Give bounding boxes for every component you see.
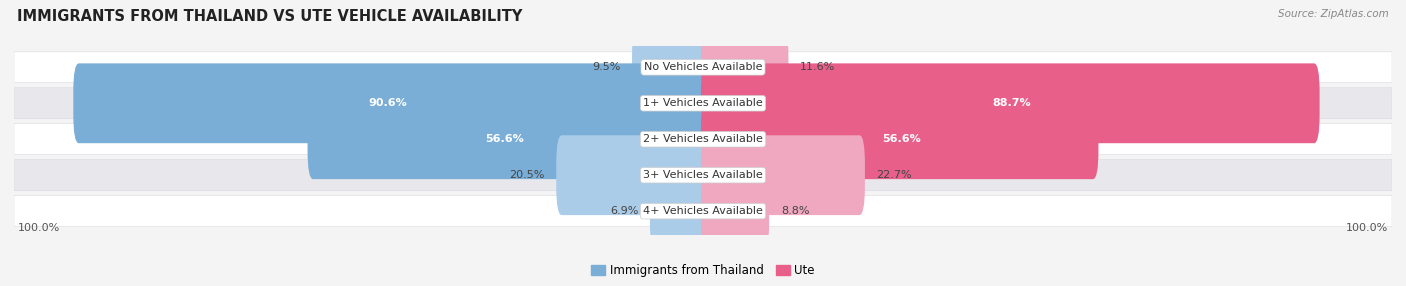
Text: 20.5%: 20.5% [509, 170, 544, 180]
Text: 56.6%: 56.6% [882, 134, 921, 144]
Text: 11.6%: 11.6% [800, 62, 835, 72]
Text: Source: ZipAtlas.com: Source: ZipAtlas.com [1278, 9, 1389, 19]
FancyBboxPatch shape [702, 27, 789, 107]
FancyBboxPatch shape [650, 171, 704, 251]
FancyBboxPatch shape [14, 88, 1392, 119]
Text: 2+ Vehicles Available: 2+ Vehicles Available [643, 134, 763, 144]
Text: 1+ Vehicles Available: 1+ Vehicles Available [643, 98, 763, 108]
FancyBboxPatch shape [14, 124, 1392, 155]
FancyBboxPatch shape [702, 63, 1320, 143]
FancyBboxPatch shape [557, 135, 704, 215]
Text: IMMIGRANTS FROM THAILAND VS UTE VEHICLE AVAILABILITY: IMMIGRANTS FROM THAILAND VS UTE VEHICLE … [17, 9, 522, 23]
Text: 100.0%: 100.0% [17, 223, 59, 233]
FancyBboxPatch shape [14, 196, 1392, 227]
Legend: Immigrants from Thailand, Ute: Immigrants from Thailand, Ute [586, 259, 820, 281]
Text: No Vehicles Available: No Vehicles Available [644, 62, 762, 72]
FancyBboxPatch shape [702, 99, 1098, 179]
FancyBboxPatch shape [73, 63, 704, 143]
Text: 6.9%: 6.9% [610, 206, 638, 216]
Text: 4+ Vehicles Available: 4+ Vehicles Available [643, 206, 763, 216]
Text: 3+ Vehicles Available: 3+ Vehicles Available [643, 170, 763, 180]
Text: 100.0%: 100.0% [1347, 223, 1389, 233]
FancyBboxPatch shape [14, 160, 1392, 191]
Text: 9.5%: 9.5% [592, 62, 620, 72]
FancyBboxPatch shape [633, 27, 704, 107]
FancyBboxPatch shape [14, 52, 1392, 83]
FancyBboxPatch shape [702, 135, 865, 215]
Text: 8.8%: 8.8% [780, 206, 810, 216]
Text: 56.6%: 56.6% [485, 134, 524, 144]
Text: 90.6%: 90.6% [368, 98, 406, 108]
Text: 22.7%: 22.7% [876, 170, 912, 180]
FancyBboxPatch shape [308, 99, 704, 179]
Text: 88.7%: 88.7% [993, 98, 1032, 108]
FancyBboxPatch shape [702, 171, 769, 251]
